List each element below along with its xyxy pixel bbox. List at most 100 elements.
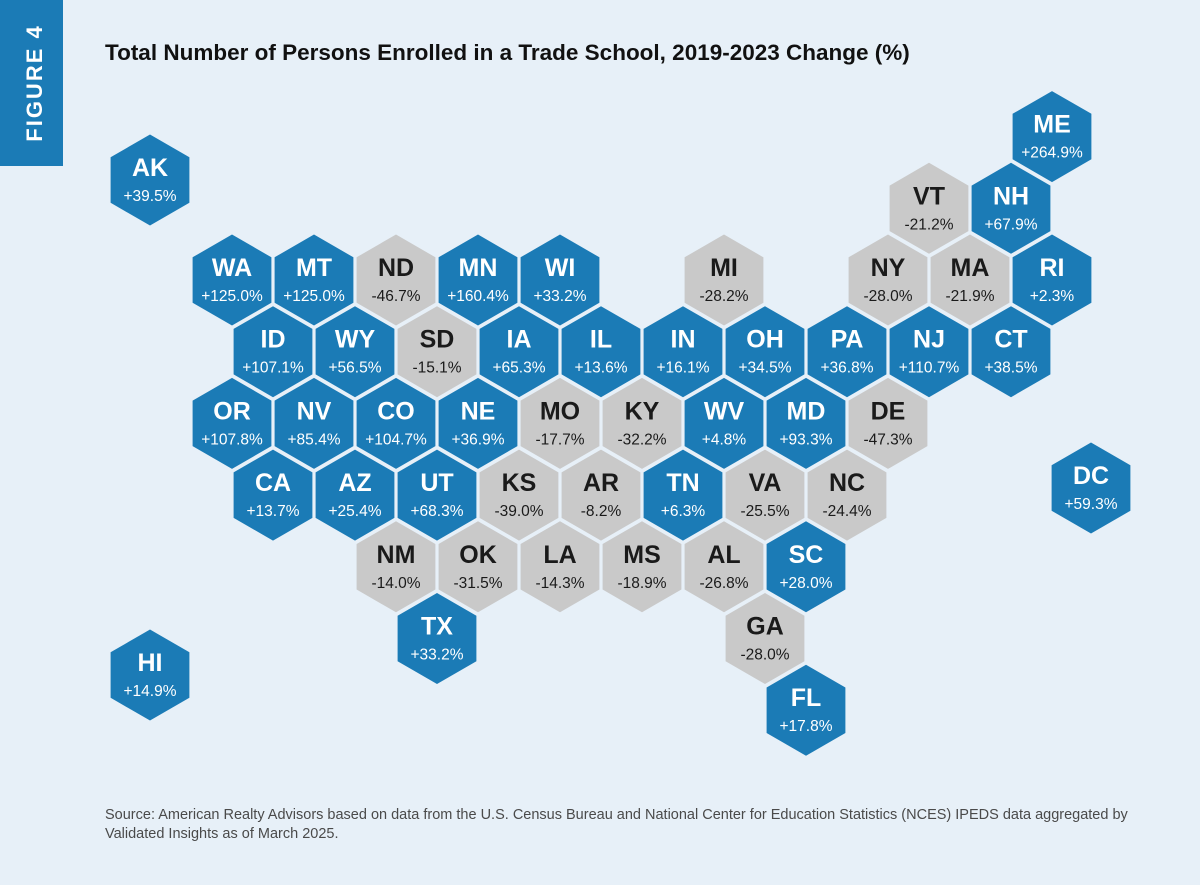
state-label: VT: [913, 182, 945, 210]
state-label: CT: [994, 326, 1027, 354]
state-label: WY: [335, 326, 376, 354]
value-label: +13.6%: [574, 360, 627, 377]
state-hex: [1051, 442, 1131, 534]
state-label: NV: [297, 397, 332, 425]
state-label: MT: [296, 254, 332, 282]
state-label: NJ: [913, 326, 945, 354]
state-label: AL: [707, 541, 740, 569]
value-label: -24.4%: [822, 503, 871, 520]
state-hex: [725, 306, 805, 398]
state-hex: [356, 521, 436, 613]
state-label: OR: [213, 397, 251, 425]
value-label: +85.4%: [287, 431, 340, 448]
value-label: +2.3%: [1030, 288, 1075, 305]
value-label: +13.7%: [246, 503, 299, 520]
state-hex: [1012, 91, 1092, 183]
state-label: VA: [749, 469, 782, 497]
value-label: +6.3%: [661, 503, 706, 520]
state-hex: [971, 162, 1051, 254]
state-label: IA: [507, 326, 532, 354]
state-label: MI: [710, 254, 738, 282]
chart-title: Total Number of Persons Enrolled in a Tr…: [105, 40, 910, 65]
state-label: MN: [459, 254, 498, 282]
value-label: -47.3%: [863, 431, 912, 448]
state-label: RI: [1040, 254, 1065, 282]
value-label: +93.3%: [779, 431, 832, 448]
hex-map: FIGURE 4 Total Number of Persons Enrolle…: [0, 0, 1131, 756]
state-hex: [766, 664, 846, 756]
state-hex: [684, 377, 764, 469]
value-label: +25.4%: [328, 503, 381, 520]
state-label: LA: [543, 541, 576, 569]
state-hex: [233, 449, 313, 541]
value-label: -17.7%: [535, 431, 584, 448]
figure-label: FIGURE 4: [22, 24, 47, 141]
state-hex: [110, 629, 190, 721]
state-label: CO: [377, 397, 415, 425]
state-hex: [643, 449, 723, 541]
state-hex: [315, 306, 395, 398]
value-label: +264.9%: [1021, 145, 1083, 162]
state-hex: [807, 306, 887, 398]
state-label: DE: [871, 397, 906, 425]
state-hex: [315, 449, 395, 541]
state-hex: [602, 521, 682, 613]
state-hex: [766, 521, 846, 613]
value-label: +125.0%: [201, 288, 263, 305]
value-label: -28.2%: [699, 288, 748, 305]
state-hex: [848, 377, 928, 469]
state-hex: [889, 162, 969, 254]
state-label: DC: [1073, 462, 1109, 490]
value-label: +36.8%: [820, 360, 873, 377]
figure-tab: [0, 0, 63, 166]
state-hex: [192, 377, 272, 469]
state-hex: [930, 234, 1010, 326]
state-label: HI: [138, 649, 163, 677]
value-label: +34.5%: [738, 360, 791, 377]
state-label: PA: [831, 326, 864, 354]
state-label: NY: [871, 254, 906, 282]
state-hex: [561, 306, 641, 398]
state-hex: [561, 449, 641, 541]
value-label: +110.7%: [899, 360, 960, 377]
state-hex: [725, 593, 805, 684]
state-hex: [889, 306, 969, 398]
state-label: OK: [459, 541, 497, 569]
state-label: KY: [625, 397, 660, 425]
state-hex: [848, 234, 928, 326]
state-label: ID: [261, 326, 286, 354]
state-label: AK: [132, 154, 168, 182]
value-label: +39.5%: [123, 188, 176, 205]
state-label: WA: [212, 254, 252, 282]
state-hex: [438, 377, 518, 469]
state-label: OH: [746, 326, 784, 354]
value-label: -46.7%: [371, 288, 420, 305]
value-label: -18.9%: [617, 575, 666, 592]
value-label: -14.0%: [371, 575, 420, 592]
state-hex: [602, 377, 682, 469]
state-hex: [192, 234, 272, 326]
value-label: +107.1%: [242, 360, 304, 377]
value-label: -31.5%: [453, 575, 502, 592]
value-label: +17.8%: [779, 718, 832, 735]
state-label: AR: [583, 469, 619, 497]
state-label: SC: [789, 541, 824, 569]
state-hex: [110, 134, 190, 226]
state-hex: [479, 306, 559, 398]
state-hex: [397, 593, 477, 684]
state-hex: [643, 306, 723, 398]
value-label: -28.0%: [863, 288, 912, 305]
value-label: +33.2%: [533, 288, 586, 305]
state-hex: [725, 449, 805, 541]
value-label: +16.1%: [656, 360, 709, 377]
value-label: -15.1%: [412, 360, 461, 377]
value-label: +4.8%: [702, 431, 747, 448]
value-label: +107.8%: [201, 431, 263, 448]
value-label: -39.0%: [494, 503, 543, 520]
state-hex: [1012, 234, 1092, 326]
value-label: +104.7%: [365, 431, 427, 448]
state-hex: [479, 449, 559, 541]
state-label: AZ: [338, 469, 371, 497]
state-hex: [274, 234, 354, 326]
